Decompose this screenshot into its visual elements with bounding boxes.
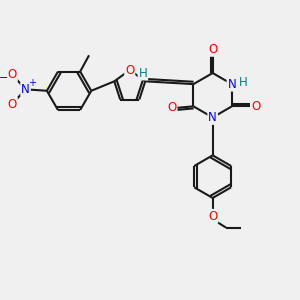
Text: N: N xyxy=(21,83,30,96)
Text: O: O xyxy=(8,98,17,111)
Text: −: − xyxy=(0,73,9,83)
Text: N: N xyxy=(227,78,236,91)
Text: O: O xyxy=(251,100,260,113)
Text: O: O xyxy=(125,64,134,76)
Text: O: O xyxy=(208,43,217,56)
Text: +: + xyxy=(28,78,36,88)
Text: O: O xyxy=(8,68,17,81)
Text: O: O xyxy=(167,101,176,114)
Text: N: N xyxy=(208,111,217,124)
Text: H: H xyxy=(239,76,248,89)
Text: H: H xyxy=(139,67,147,80)
Text: O: O xyxy=(208,210,217,223)
